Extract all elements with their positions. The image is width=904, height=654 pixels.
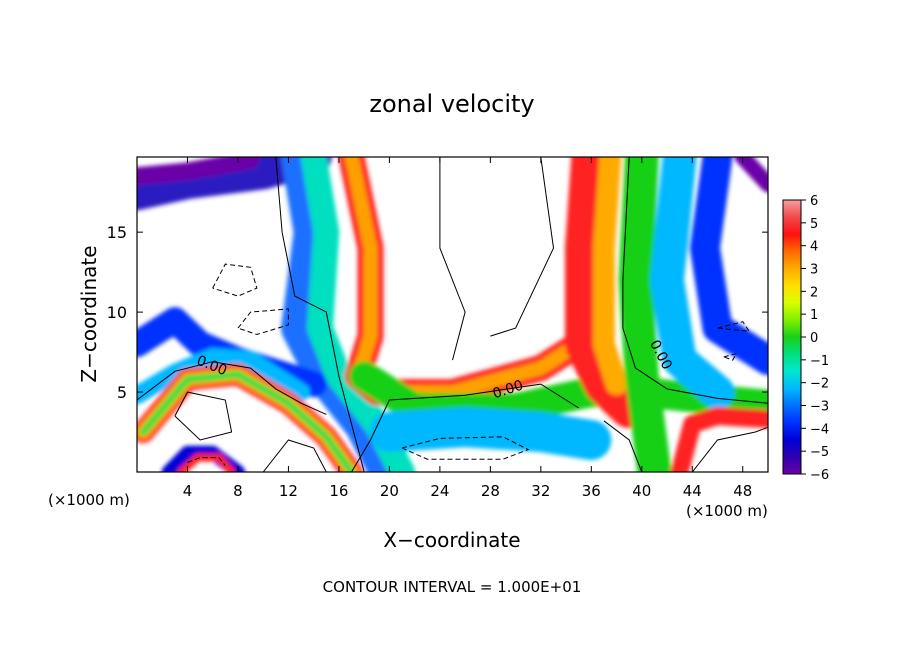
colorbar-tick-label: 3 <box>810 263 818 278</box>
colorbar-strip <box>782 199 802 475</box>
x-axis-ticks: 4 8 12 16 20 24 28 32 36 40 44 48 <box>183 157 752 500</box>
colorbar-tick-label: −2 <box>810 377 829 392</box>
colorbar-tick-label: −6 <box>810 468 829 483</box>
contour-line <box>262 439 327 472</box>
x-tick-label: 28 <box>481 482 500 500</box>
negative-contour-line <box>237 308 289 336</box>
x-axis-label: X−coordinate <box>383 528 520 552</box>
negative-contour-line <box>401 436 530 460</box>
y-tick-label: 10 <box>107 303 127 322</box>
velocity-band <box>137 157 260 186</box>
x-tick-label: 20 <box>380 482 399 500</box>
contour-interval-note: CONTOUR INTERVAL = 1.000E+01 <box>323 578 582 596</box>
colorbar: 6 5 4 3 2 1 0 −1 −2 −3 −4 −5 −6 <box>782 194 829 483</box>
velocity-band <box>592 157 628 396</box>
colorbar-tick-label: 4 <box>810 240 818 255</box>
colorbar-tick-label: 6 <box>810 194 818 209</box>
x-tick-label: 4 <box>183 482 193 500</box>
negative-contour-line <box>212 263 258 297</box>
y-axis-ticks: 5 10 15 <box>107 223 768 402</box>
x-unit-right: (×1000 m) <box>686 502 768 520</box>
colorbar-tick-label: 0 <box>810 331 818 346</box>
y-tick-label: 15 <box>107 223 127 242</box>
contour-line <box>174 391 233 441</box>
colorbar-tick-label: −4 <box>810 422 829 437</box>
x-tick-label: 12 <box>279 482 298 500</box>
x-tick-label: 16 <box>329 482 348 500</box>
x-tick-label: 8 <box>233 482 243 500</box>
colorbar-ticks: 6 5 4 3 2 1 0 −1 −2 −3 −4 −5 −6 <box>801 194 829 483</box>
colorbar-tick-label: 2 <box>810 285 818 300</box>
x-tick-label: 32 <box>531 482 550 500</box>
x-tick-label: 44 <box>683 482 702 500</box>
velocity-band <box>670 407 768 472</box>
contour-line <box>603 420 643 472</box>
velocity-band <box>650 157 735 410</box>
x-unit-left: (×1000 m) <box>48 491 130 509</box>
x-tick-label: 40 <box>632 482 651 500</box>
contour-line <box>691 426 768 472</box>
y-axis-label: Z−coordinate <box>77 245 101 382</box>
contour-line <box>439 157 466 361</box>
y-tick-label: 5 <box>117 383 127 402</box>
velocity-band <box>139 370 356 472</box>
colorbar-tick-label: 1 <box>810 308 818 323</box>
velocity-band <box>734 157 768 193</box>
colorbar-tick-label: −3 <box>810 400 829 415</box>
contour-line <box>137 361 327 415</box>
contour-line <box>490 157 555 337</box>
contour-line <box>622 157 768 404</box>
velocity-band <box>618 157 672 472</box>
colorbar-tick-label: −1 <box>810 354 829 369</box>
x-tick-label: 48 <box>733 482 752 500</box>
plot-frame <box>136 156 769 473</box>
velocity-field: 0.000.000.00 <box>137 157 768 472</box>
chart-title: zonal velocity <box>369 90 534 118</box>
x-tick-label: 36 <box>582 482 601 500</box>
x-tick-label: 24 <box>430 482 449 500</box>
colorbar-tick-label: −5 <box>810 445 829 460</box>
colorbar-tick-label: 5 <box>810 217 818 232</box>
velocity-band <box>369 407 612 460</box>
velocity-band <box>689 157 768 376</box>
contour-line <box>275 157 365 472</box>
contour-line <box>351 383 579 472</box>
negative-contour-line <box>723 352 738 361</box>
